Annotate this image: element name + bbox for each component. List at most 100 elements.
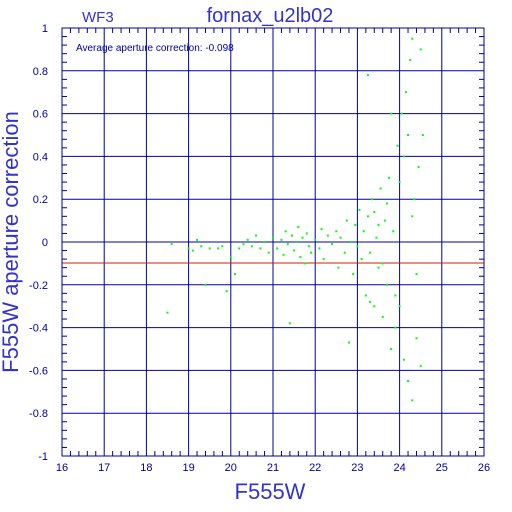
grid <box>62 28 484 456</box>
data-point <box>398 305 401 308</box>
data-point <box>303 262 306 265</box>
data-point <box>246 238 249 241</box>
ticks <box>62 28 484 456</box>
y-tick-label: 1 <box>42 23 48 35</box>
data-point <box>345 219 348 222</box>
data-point <box>371 198 374 201</box>
data-point <box>267 251 270 254</box>
data-point <box>358 208 361 211</box>
data-point <box>409 59 412 62</box>
data-point <box>309 251 312 254</box>
data-point <box>385 202 388 205</box>
data-point <box>369 300 372 303</box>
y-axis-label: F555W aperture correction <box>0 111 23 373</box>
data-point <box>326 234 329 237</box>
plot-frame <box>61 27 485 457</box>
data-point <box>411 215 414 218</box>
data-point <box>288 322 291 325</box>
data-point <box>280 238 283 241</box>
data-point <box>350 241 353 243</box>
data-point <box>238 247 241 250</box>
data-point <box>305 232 308 235</box>
points-group <box>166 37 424 402</box>
data-point <box>366 74 369 77</box>
data-point <box>166 311 169 314</box>
data-point <box>347 341 350 344</box>
data-point <box>390 112 393 115</box>
data-point <box>411 37 414 40</box>
data-point <box>396 144 399 147</box>
data-point <box>373 211 376 214</box>
data-point <box>272 236 274 239</box>
data-point <box>276 247 279 250</box>
data-point <box>362 230 365 233</box>
data-point <box>407 134 410 136</box>
data-point <box>417 166 420 169</box>
data-point <box>320 228 323 231</box>
data-point <box>200 245 203 248</box>
data-point <box>250 245 253 248</box>
data-point <box>337 266 340 269</box>
data-point <box>383 219 386 222</box>
data-point <box>284 230 287 233</box>
y-tick-label: -0.4 <box>29 323 48 335</box>
y-tick-label: 0.4 <box>33 151 48 163</box>
data-point <box>217 247 220 250</box>
data-point <box>331 243 334 246</box>
data-point <box>366 215 369 218</box>
data-point <box>196 238 199 241</box>
y-tick-label: 0.6 <box>33 109 48 121</box>
chip-label: WF3 <box>82 9 114 26</box>
data-point <box>402 155 405 158</box>
data-point <box>360 258 363 261</box>
data-point <box>385 283 388 286</box>
data-point <box>299 255 302 258</box>
data-point <box>225 290 228 293</box>
data-point <box>377 266 380 269</box>
data-point <box>415 337 418 340</box>
data-point <box>297 226 300 229</box>
data-point <box>259 247 262 250</box>
x-tick-label: 26 <box>478 462 490 474</box>
data-point <box>381 262 384 265</box>
data-point <box>295 241 298 243</box>
x-tick-label: 18 <box>140 462 152 474</box>
data-point <box>293 249 296 252</box>
y-tick-labels: -1 -0.8 -0.6 -0.4 -0.2 0 0.2 0.4 0.6 0.8 1 <box>29 23 48 463</box>
x-tick-label: 21 <box>267 462 279 474</box>
x-tick-labels: 16 17 18 19 20 21 22 23 24 25 26 <box>56 462 490 474</box>
data-point <box>191 249 194 252</box>
data-point <box>394 294 397 297</box>
chart-title: fornax_u2lb02 <box>207 5 334 27</box>
data-point <box>415 273 418 276</box>
x-tick-label: 16 <box>56 462 68 474</box>
data-point <box>204 283 207 286</box>
data-point <box>290 234 293 237</box>
data-point <box>263 241 266 243</box>
data-point <box>398 181 401 184</box>
data-point <box>307 245 310 248</box>
data-point <box>170 243 173 246</box>
x-tick-label: 24 <box>393 462 405 474</box>
data-point <box>208 247 211 250</box>
y-tick-label: -1 <box>38 451 48 463</box>
data-point <box>402 358 405 361</box>
x-tick-label: 22 <box>309 462 321 474</box>
data-point <box>301 236 304 239</box>
data-point <box>369 251 372 254</box>
data-point <box>187 247 190 250</box>
data-point <box>390 348 393 350</box>
data-point <box>381 315 384 318</box>
data-point <box>411 399 414 402</box>
data-point <box>229 255 232 258</box>
data-point <box>286 243 289 246</box>
y-tick-label: -0.8 <box>29 408 48 420</box>
y-tick-label: -0.2 <box>29 280 48 292</box>
data-point <box>375 236 378 239</box>
data-point <box>379 187 382 190</box>
x-tick-label: 17 <box>98 462 110 474</box>
data-point <box>421 134 424 136</box>
